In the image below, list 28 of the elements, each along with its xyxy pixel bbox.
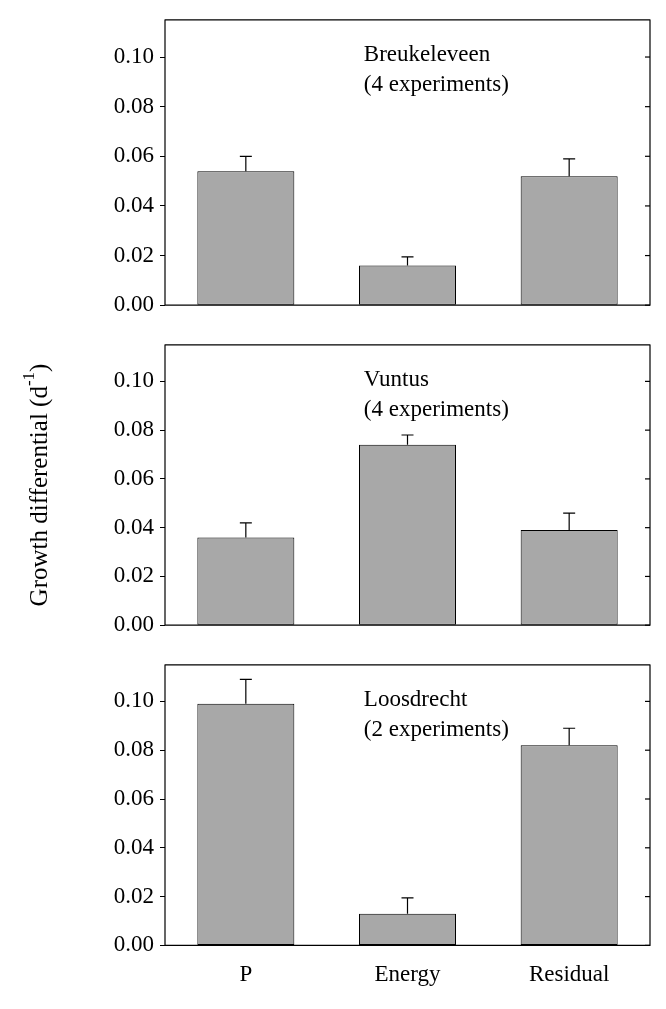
y-tick-label: 0.06: [113, 142, 154, 168]
x-tick-label: Energy: [374, 961, 441, 987]
y-tick-label: 0.06: [113, 464, 154, 490]
y-tick-label: 0.02: [113, 882, 154, 908]
y-tick-label: 0.04: [113, 191, 155, 217]
text: (4 experiments): [363, 71, 509, 97]
y-tick-label: 0.00: [113, 931, 154, 957]
text: (2 experiments): [363, 716, 509, 742]
x-tick-label: Residual: [528, 961, 610, 987]
y-tick-label: 0.06: [113, 785, 154, 811]
y-tick-label: 0.02: [113, 241, 154, 267]
y-tick-label: 0.00: [113, 291, 154, 317]
x-tick-label: P: [239, 961, 253, 987]
y-tick-label: 0.00: [113, 611, 154, 637]
y-tick-label: 0.04: [113, 833, 155, 859]
y-tick-label: 0.08: [113, 416, 154, 442]
y-tick-label: 0.04: [113, 513, 155, 539]
text: Vuntus: [363, 366, 429, 392]
y-tick-label: 0.08: [113, 92, 154, 118]
y-tick-label: 0.10: [113, 687, 154, 713]
y-tick-label: 0.10: [113, 367, 154, 393]
text: Loosdrecht: [363, 686, 468, 712]
text: Breukeleveen: [363, 41, 491, 67]
y-tick-label: 0.08: [113, 736, 154, 762]
y-tick-label: 0.10: [113, 43, 154, 69]
y-tick-label: 0.02: [113, 562, 154, 588]
text: (4 experiments): [363, 396, 509, 422]
y-axis-title: Growth differential (d-1): [19, 363, 53, 607]
